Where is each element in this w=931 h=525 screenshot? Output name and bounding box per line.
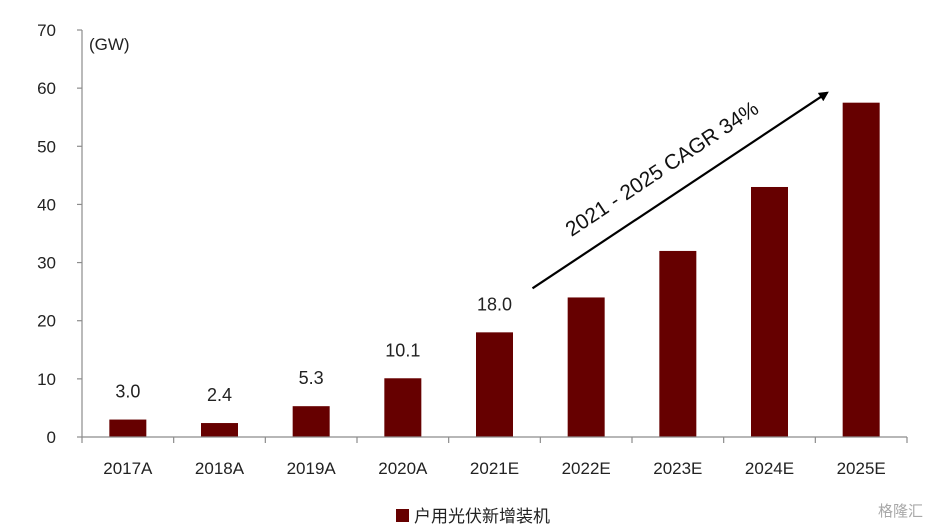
bars (109, 102, 880, 437)
data-label-2021E: 18.0 (477, 294, 512, 314)
x-axis: 2017A 2018A 2019A 2020A 2021E 2022E 2023E 2024E… (81, 436, 908, 478)
x-tick-label: 2021E (470, 459, 519, 478)
y-tick-label: 40 (37, 195, 56, 214)
y-tick-label: 10 (37, 370, 56, 389)
y-tick-label: 0 (47, 428, 56, 447)
legend: 户用光伏新增装机 (396, 507, 550, 525)
bar-2017A (109, 419, 147, 437)
x-tick-label: 2023E (653, 459, 702, 478)
x-tick-label: 2022E (562, 459, 611, 478)
data-label-2020A: 10.1 (385, 340, 420, 360)
bar-2020A (384, 378, 422, 437)
bar-2021E (476, 332, 513, 437)
bar-2023E (659, 250, 697, 437)
legend-swatch (396, 509, 409, 522)
legend-label: 户用光伏新增装机 (414, 507, 550, 525)
y-tick-label: 60 (37, 79, 56, 98)
bar-2019A (292, 406, 330, 437)
y-tick-label: 30 (37, 254, 56, 273)
data-labels: 3.0 2.4 5.3 10.1 18.0 (115, 294, 512, 405)
bar-2024E (751, 186, 788, 437)
y-axis: 0 10 20 30 40 50 60 70 (37, 21, 83, 447)
data-label-2017A: 3.0 (115, 382, 140, 402)
x-tick-label: 2024E (745, 459, 794, 478)
watermark: 格隆汇 (878, 502, 923, 520)
bar-2018A (201, 423, 238, 437)
y-tick-label: 20 (37, 312, 56, 331)
x-tick-label: 2020A (378, 459, 428, 478)
x-tick-label: 2018A (195, 459, 245, 478)
data-label-2019A: 5.3 (299, 368, 324, 388)
bar-2025E (842, 102, 880, 437)
x-tick-label: 2025E (837, 459, 886, 478)
cagr-annotation-text: 2021 - 2025 CAGR 34% (562, 97, 763, 241)
y-unit-label: (GW) (89, 35, 130, 54)
x-tick-label: 2017A (103, 459, 153, 478)
x-tick-label: 2019A (287, 459, 337, 478)
cagr-arrow (531, 91, 829, 290)
y-tick-label: 50 (37, 137, 56, 156)
bar-2022E (567, 297, 605, 437)
y-tick-label: 70 (37, 21, 56, 40)
data-label-2018A: 2.4 (207, 385, 232, 405)
